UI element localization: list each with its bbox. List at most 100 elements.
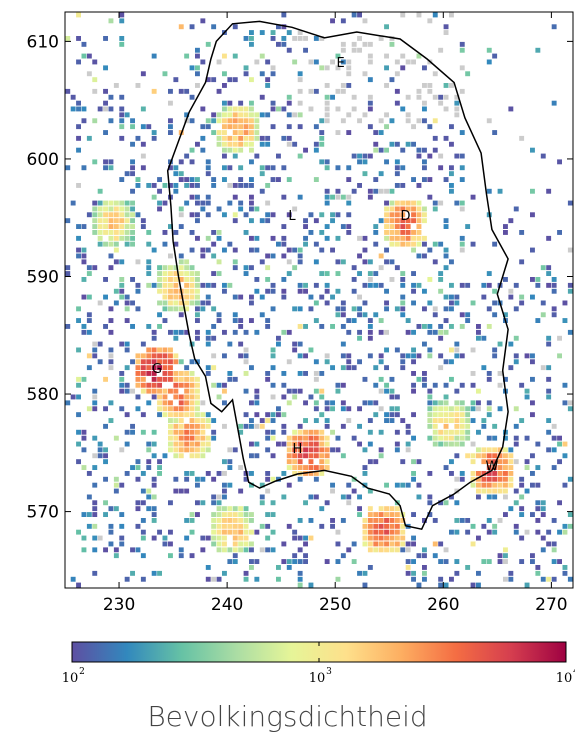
density-cell <box>535 482 541 488</box>
density-cell <box>405 329 411 335</box>
density-cell <box>373 271 379 276</box>
density-cell <box>432 306 438 312</box>
density-cell <box>119 376 125 382</box>
density-cell <box>168 347 173 353</box>
density-cell <box>497 447 503 453</box>
density-cell <box>108 541 114 547</box>
density-cell <box>168 253 173 259</box>
density-cell <box>394 306 400 312</box>
density-cell <box>227 341 233 347</box>
density-cell <box>222 459 227 465</box>
density-cell <box>92 159 98 165</box>
density-cell <box>411 141 416 147</box>
density-cell <box>178 206 184 212</box>
density-cell <box>411 388 416 394</box>
y-tick-label: 590 <box>27 267 59 287</box>
density-cell <box>492 312 498 318</box>
density-cell <box>124 200 130 206</box>
density-cell <box>135 212 141 218</box>
density-cell <box>308 429 314 435</box>
density-cell <box>443 253 449 259</box>
density-cell <box>313 406 319 412</box>
density-cell <box>486 47 492 53</box>
density-cell <box>438 153 444 159</box>
density-cell <box>184 471 190 476</box>
density-cell <box>400 306 406 312</box>
density-cell <box>449 188 454 194</box>
density-cell <box>384 382 389 388</box>
density-cell <box>357 47 362 53</box>
density-cell <box>394 200 400 206</box>
density-cell <box>443 582 449 588</box>
density-cell <box>189 282 195 288</box>
density-cell <box>519 135 525 141</box>
density-cell <box>389 518 395 523</box>
density-cell <box>124 441 130 447</box>
density-cell <box>503 512 508 517</box>
density-cell <box>140 576 146 582</box>
density-cell <box>232 506 238 512</box>
density-cell <box>81 277 87 282</box>
density-cell <box>443 412 449 418</box>
density-cell <box>303 218 308 224</box>
density-cell <box>249 365 254 371</box>
density-cell <box>130 547 135 553</box>
density-cell <box>222 53 227 59</box>
density-cell <box>232 318 238 323</box>
density-cell <box>486 453 492 459</box>
density-cell <box>276 153 281 159</box>
density-cell <box>119 218 125 224</box>
density-cell <box>265 488 271 494</box>
density-cell <box>459 518 465 523</box>
density-cell <box>222 71 227 77</box>
density-cell <box>411 476 416 482</box>
density-cell <box>470 300 476 306</box>
density-cell <box>476 329 481 335</box>
density-cell <box>443 224 449 229</box>
density-cell <box>276 335 281 341</box>
density-cell <box>394 406 400 412</box>
density-cell <box>189 406 195 412</box>
density-cell <box>400 518 406 523</box>
density-cell <box>486 459 492 465</box>
density-cell <box>124 294 130 300</box>
density-cell <box>281 423 287 429</box>
density-cell <box>227 523 233 529</box>
density-cell <box>119 406 125 412</box>
density-cell <box>416 200 422 206</box>
density-cell <box>465 318 471 323</box>
density-cell <box>286 47 292 53</box>
density-cell <box>113 288 119 294</box>
density-cell <box>157 188 162 194</box>
density-cell <box>567 288 573 294</box>
density-cell <box>508 482 514 488</box>
density-cell <box>411 206 416 212</box>
density-cell <box>319 65 325 71</box>
density-cell <box>492 347 498 353</box>
density-cell <box>249 135 254 141</box>
density-cell <box>513 306 519 312</box>
density-cell <box>168 359 173 365</box>
density-cell <box>265 165 271 171</box>
density-cell <box>140 412 146 418</box>
density-cell <box>184 53 190 59</box>
density-cell <box>427 300 433 306</box>
density-cell <box>130 171 135 177</box>
density-cell <box>270 353 276 359</box>
density-cell <box>211 353 217 359</box>
density-cell <box>162 359 168 365</box>
density-cell <box>243 359 249 365</box>
density-cell <box>168 400 173 406</box>
density-cell <box>449 300 454 306</box>
density-cell <box>449 183 454 188</box>
density-cell <box>389 376 395 382</box>
density-cell <box>324 400 330 406</box>
density-cell <box>189 447 195 453</box>
density-cell <box>427 353 433 359</box>
density-cell <box>443 429 449 435</box>
density-cell <box>449 324 454 329</box>
density-cell <box>216 518 222 523</box>
density-cell <box>92 341 98 347</box>
density-cell <box>367 153 373 159</box>
